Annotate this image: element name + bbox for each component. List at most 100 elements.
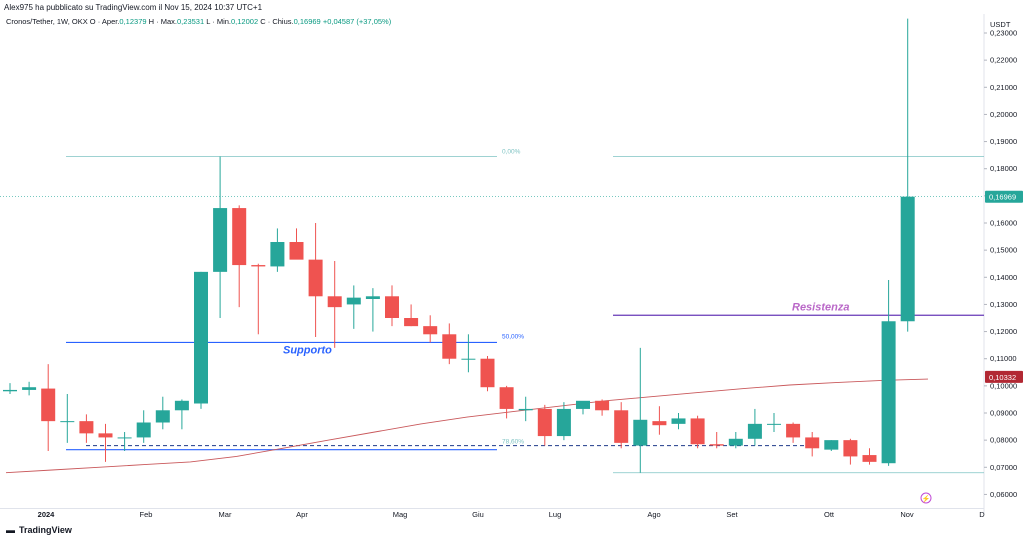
close-label: Chius. xyxy=(272,17,294,26)
o-label: O xyxy=(89,17,96,26)
open-label: Aper. xyxy=(101,17,120,26)
y-tick-label: 0,10000 xyxy=(990,381,1017,390)
c-label: C xyxy=(260,17,266,26)
x-tick-label: Apr xyxy=(296,510,308,519)
candle-body xyxy=(79,421,94,434)
candle-body xyxy=(633,419,648,446)
x-tick-label: Ago xyxy=(647,510,660,519)
low-value: 0,12002 xyxy=(231,17,259,26)
symbol-info-bar: Cronos/Tether, 1W, OKX O · Aper.0,12379 … xyxy=(6,17,392,26)
y-tick-label: 0,11000 xyxy=(990,354,1017,363)
candle-body xyxy=(270,242,285,267)
moving-average-line xyxy=(5,378,929,474)
candle-body xyxy=(194,271,208,404)
y-tick-label: 0,15000 xyxy=(990,246,1017,255)
candle-body xyxy=(289,242,304,260)
low-label: Min. xyxy=(216,17,231,26)
support-annotation: Supporto xyxy=(283,344,332,356)
lightning-event-icon xyxy=(920,492,932,504)
tradingview-brand: ▬ TradingView xyxy=(6,525,72,535)
candle-body xyxy=(499,387,514,409)
y-tick-label: 0,19000 xyxy=(990,137,1017,146)
change-value: +0,04587 (+37,05%) xyxy=(322,17,392,26)
resistance-annotation: Resistenza xyxy=(792,301,849,313)
y-tick-label: 0,21000 xyxy=(990,83,1017,92)
candle-body xyxy=(327,296,342,308)
candle-body xyxy=(41,388,56,422)
x-tick-label: Ott xyxy=(824,510,835,519)
candle-body xyxy=(480,358,495,388)
l-label: L xyxy=(206,17,211,26)
candle-body xyxy=(3,389,17,392)
x-tick-label: D xyxy=(979,510,985,519)
y-tick-label: 0,12000 xyxy=(990,327,1017,336)
candle-body xyxy=(576,400,590,409)
ma-price-tag-label: 0,10332 xyxy=(989,373,1016,382)
candle-body xyxy=(174,400,189,411)
open-value: 0,12379 xyxy=(119,17,147,26)
candle-body xyxy=(423,326,438,335)
ma-price-tag-bg xyxy=(985,370,1023,383)
y-tick-label: 0,09000 xyxy=(990,409,1017,418)
candle-body xyxy=(881,321,896,464)
candle-body xyxy=(346,297,361,305)
candle-body xyxy=(365,296,380,299)
candle-body xyxy=(862,455,877,462)
candle-body xyxy=(747,423,762,439)
x-tick-label: Set xyxy=(726,510,738,519)
candle-body xyxy=(556,408,571,437)
candle-body xyxy=(843,440,858,457)
candle-body xyxy=(155,410,170,423)
lightning-glyph: ⚡ xyxy=(922,494,931,503)
tradingview-logo-icon: ▬ xyxy=(6,525,15,535)
x-tick-label: Mar xyxy=(219,510,232,519)
candle-body xyxy=(786,423,801,438)
symbol-name[interactable]: Cronos/Tether, 1W, OKX xyxy=(6,17,88,26)
candle-body xyxy=(671,418,686,424)
candle-body xyxy=(900,196,915,322)
y-tick-label: 0,14000 xyxy=(990,273,1017,282)
high-value: 0,23531 xyxy=(177,17,205,26)
brand-name: TradingView xyxy=(19,525,72,535)
y-tick-label: 0,06000 xyxy=(990,490,1017,499)
x-tick-label: Lug xyxy=(549,510,562,519)
y-axis-unit: USDT xyxy=(990,20,1011,29)
candle-body xyxy=(728,438,743,446)
candle-body xyxy=(60,421,75,423)
y-tick-label: 0,20000 xyxy=(990,110,1017,119)
high-label: Max. xyxy=(160,17,178,26)
h-label: H xyxy=(148,17,155,26)
candle-body xyxy=(213,208,228,272)
candle-body xyxy=(98,433,113,438)
candle-body xyxy=(385,296,399,318)
candle-body xyxy=(652,421,667,426)
y-tick-label: 0,22000 xyxy=(990,56,1017,65)
candle-body xyxy=(518,408,533,411)
y-tick-label: 0,07000 xyxy=(990,463,1017,472)
candle-body xyxy=(537,408,552,437)
x-tick-label: 2024 xyxy=(38,510,56,519)
candle-body xyxy=(117,437,132,439)
x-tick-label: Nov xyxy=(900,510,914,519)
candle-body xyxy=(404,318,419,327)
y-tick-label: 0,16000 xyxy=(990,219,1017,228)
y-tick-label: 0,08000 xyxy=(990,436,1017,445)
candle-body xyxy=(824,440,839,450)
candle-body xyxy=(442,334,457,359)
x-tick-label: Feb xyxy=(140,510,153,519)
candle-body xyxy=(690,418,705,445)
y-tick-label: 0,18000 xyxy=(990,164,1017,173)
publish-info: Alex975 ha pubblicato su TradingView.com… xyxy=(4,3,263,12)
candle-body xyxy=(767,423,781,425)
current-price-tag-bg xyxy=(985,190,1023,203)
candle-body xyxy=(461,358,476,360)
candle-body xyxy=(308,259,323,297)
x-tick-label: Giu xyxy=(472,510,484,519)
candle-body xyxy=(805,437,820,449)
candle-body xyxy=(22,387,37,390)
current-price-tag-label: 0,16969 xyxy=(989,193,1016,202)
candle-body xyxy=(709,444,724,446)
candle-body xyxy=(232,208,247,266)
fib-786-label: 78,60% xyxy=(502,439,524,446)
